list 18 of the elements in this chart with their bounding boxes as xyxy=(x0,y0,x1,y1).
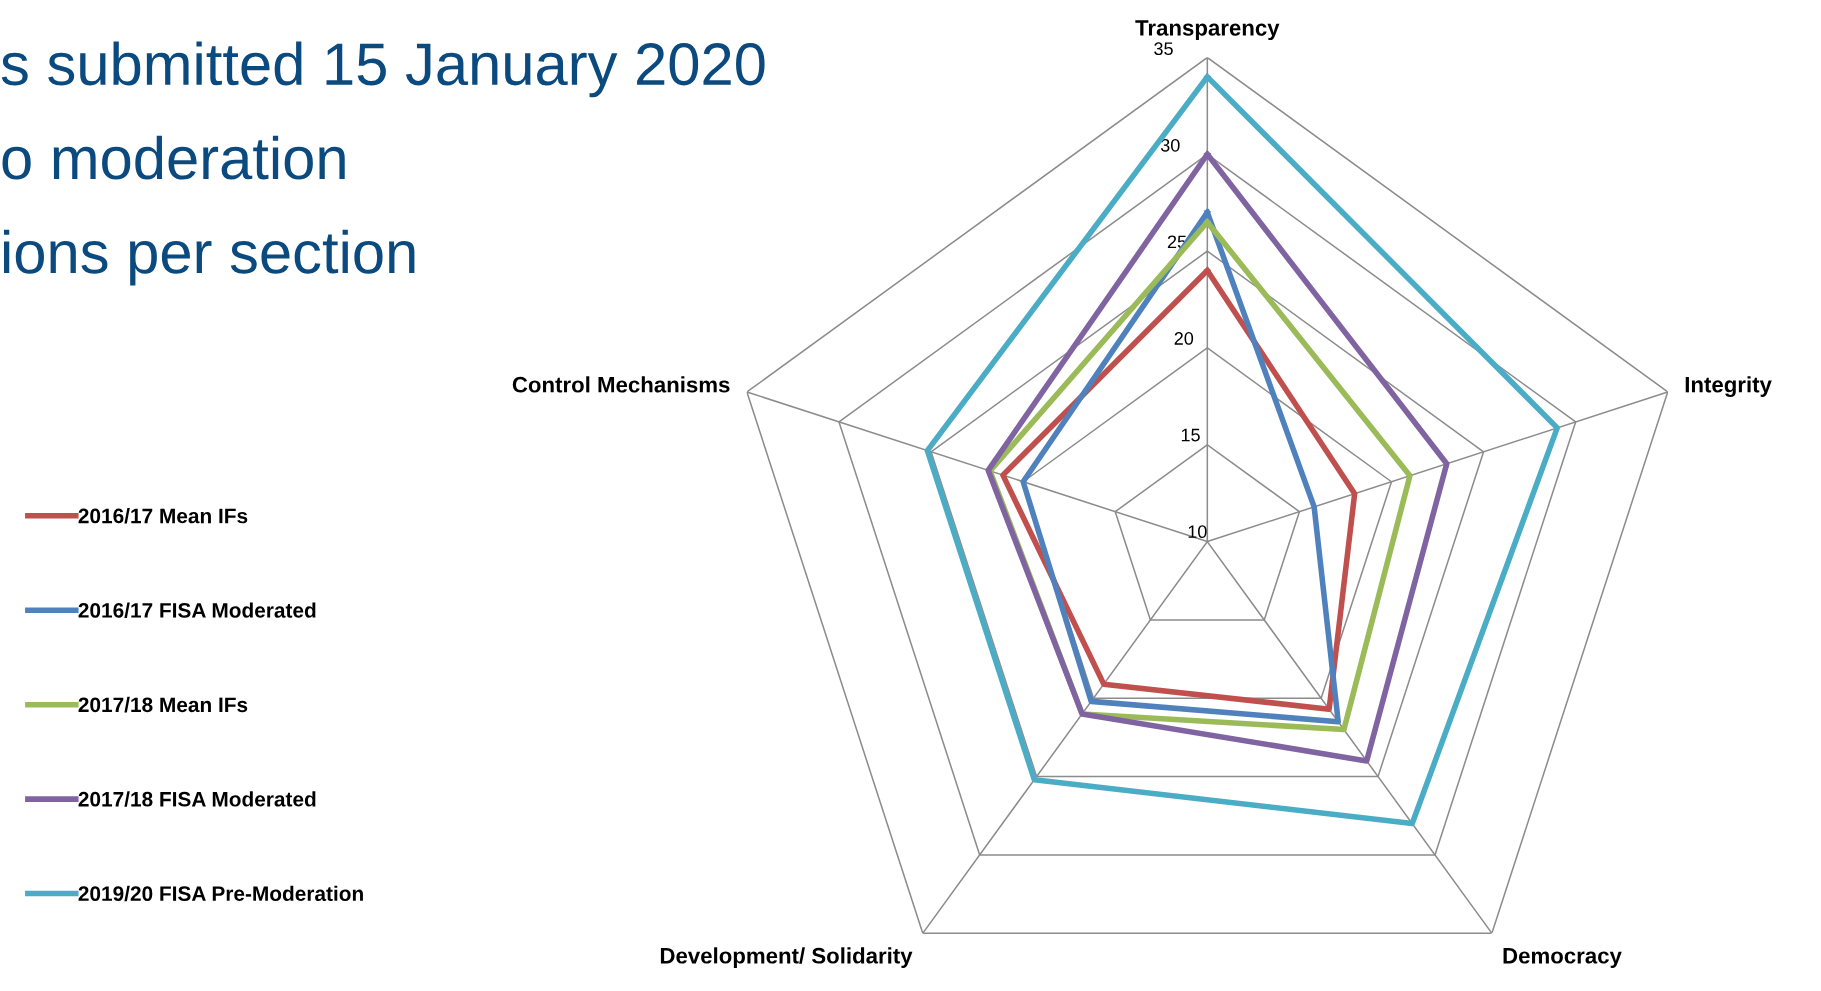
spoke-label: Integrity xyxy=(1685,376,1772,398)
y-tick-label: 10 xyxy=(1188,525,1207,539)
spoke-label: Democracy xyxy=(1503,948,1622,968)
legend-label: 2017/18 FISA Moderated xyxy=(78,791,316,807)
text: o moderation xyxy=(2,135,345,180)
legend-label: 2017/18 Mean IFs xyxy=(78,696,248,713)
y-tick-label: 20 xyxy=(1174,332,1194,345)
text: s submitted 15 January 2020 xyxy=(1,41,765,98)
spoke-label: Transparency xyxy=(1135,20,1280,41)
text: ions per section xyxy=(3,229,415,286)
legend-label: 2019/20 FISA Pre-Moderation xyxy=(78,885,363,902)
legend-label: 2016/17 FISA Moderated xyxy=(78,602,316,618)
legend-label: 2016/17 Mean IFs xyxy=(78,508,248,524)
y-tick-label: 15 xyxy=(1181,428,1200,442)
y-tick-label: 35 xyxy=(1154,42,1173,56)
spoke-label: Control Mechanisms xyxy=(512,376,730,393)
spoke-label: Development/ Solidarity xyxy=(660,947,913,968)
y-tick-label: 30 xyxy=(1160,138,1180,152)
